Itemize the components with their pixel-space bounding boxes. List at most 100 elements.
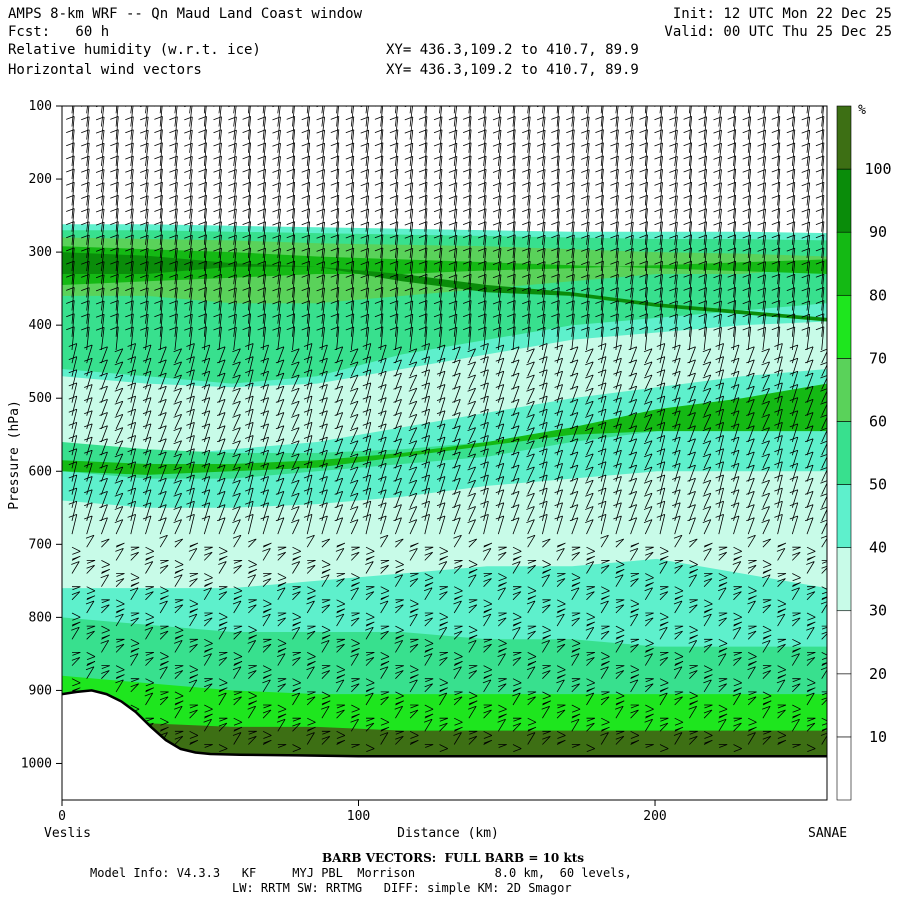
wind-barb-1273 — [439, 744, 448, 752]
wind-barb-874 — [321, 640, 330, 653]
wind-barb-899 — [330, 313, 340, 337]
wind-barb-1349 — [467, 440, 476, 456]
wind-barb-1629 — [551, 247, 560, 272]
wind-barb-492 — [213, 116, 222, 140]
wind-barb-1243 — [433, 326, 443, 351]
wind-barb-551 — [228, 248, 237, 272]
wind-barb-1941 — [643, 492, 653, 508]
wind-barb-1907 — [630, 704, 640, 709]
wind-barb-62 — [81, 260, 90, 285]
wind-barb-1679 — [566, 260, 575, 285]
init-time: Init: 12 UTC Mon 22 Dec 25 — [672, 6, 892, 22]
wind-barb-22 — [68, 382, 78, 403]
wind-barb-2161 — [713, 156, 722, 180]
colorbar-label-90: 90 — [869, 223, 887, 241]
wind-barb-1787 — [597, 395, 607, 416]
wind-barb-814 — [303, 487, 313, 508]
wind-barb-766 — [291, 506, 300, 522]
wind-barb-883 — [330, 106, 339, 127]
wind-barb-2530 — [820, 506, 827, 522]
wind-barb-2380 — [774, 461, 783, 482]
wind-barb-2070 — [683, 247, 692, 272]
wind-barb-26 — [68, 435, 78, 456]
wind-barb-564 — [232, 427, 241, 443]
wind-barb-959 — [349, 466, 359, 482]
wind-barb-1427 — [492, 169, 502, 193]
wind-barb-817 — [306, 534, 315, 548]
wind-barb-2403 — [786, 116, 796, 140]
wind-barb-2046 — [674, 595, 684, 601]
wind-barb-2126 — [702, 348, 712, 364]
wind-barb-2138 — [702, 506, 712, 522]
wind-barb-839 — [316, 169, 325, 193]
wind-barb-2081 — [687, 399, 696, 416]
wind-barb-999 — [362, 343, 372, 364]
wind-barb-1507 — [512, 591, 522, 601]
wind-barb-135 — [101, 599, 110, 604]
wind-barb-345 — [169, 116, 178, 140]
wind-barb-1303 — [452, 477, 461, 495]
wind-barb-368 — [173, 427, 182, 443]
wind-barb-1602 — [542, 560, 551, 568]
wind-barb-1764 — [600, 106, 603, 114]
wind-barb-894 — [330, 247, 340, 272]
wind-barb-1798 — [601, 560, 610, 564]
wind-barb-822 — [306, 600, 315, 614]
wind-barb-221 — [127, 422, 136, 443]
wind-barb-1744 — [585, 479, 594, 495]
wind-barb-1075 — [380, 717, 390, 726]
wind-barb-120 — [99, 385, 108, 403]
wind-barb-643 — [257, 168, 266, 193]
wind-barb-1816 — [610, 129, 619, 153]
wind-barb-936 — [345, 155, 355, 180]
forecast-hour: Fcst: 60 h — [8, 24, 110, 40]
wind-barb-2347 — [762, 691, 772, 700]
wind-barb-1747 — [585, 519, 594, 535]
wind-barb-1666 — [571, 106, 573, 114]
wind-barb-21 — [68, 369, 78, 390]
wind-barb-689 — [272, 129, 281, 153]
wind-barb-1601 — [542, 538, 551, 548]
wind-barb-371 — [173, 466, 182, 482]
y-tick-label-800: 800 — [29, 610, 52, 625]
wind-barb-1754 — [586, 621, 595, 627]
wind-barb-744 — [286, 208, 296, 232]
wind-barb-2449 — [792, 744, 801, 748]
wind-barb-576 — [233, 595, 243, 601]
wind-barb-1662 — [557, 704, 566, 709]
wind-barb-1540 — [526, 374, 535, 390]
wind-barb-1700 — [571, 551, 580, 561]
wind-barb-256 — [140, 234, 149, 258]
wind-barb-2405 — [786, 142, 796, 166]
wind-barb-1665 — [556, 739, 566, 745]
wind-barb-2470 — [804, 359, 814, 377]
wind-barb-892 — [330, 221, 340, 245]
wind-barb-2268 — [742, 274, 752, 298]
wind-barb-724 — [277, 612, 287, 617]
wind-barb-182 — [116, 573, 125, 577]
wind-barb-130 — [99, 517, 108, 535]
wind-barb-1818 — [610, 155, 619, 180]
wind-barb-2108 — [698, 106, 707, 127]
wind-barb-2210 — [727, 155, 737, 180]
wind-barb-2286 — [746, 517, 755, 535]
wind-barb-478 — [203, 587, 212, 601]
wind-barb-141 — [101, 670, 110, 679]
wind-barb-932 — [345, 106, 354, 127]
wind-barb-1668 — [566, 116, 575, 140]
wind-barb-58 — [81, 208, 90, 232]
wind-barb-1156 — [408, 479, 418, 495]
wind-barb-1104 — [393, 438, 402, 456]
wind-barb-237 — [130, 647, 140, 653]
wind-barb-831 — [307, 726, 316, 732]
wind-barb-262 — [140, 313, 149, 337]
wind-barb-2517 — [815, 326, 825, 351]
wind-barb-1406 — [482, 548, 492, 561]
wind-barb-806 — [303, 382, 313, 403]
wind-barb-1735 — [585, 361, 594, 377]
wind-barb-920 — [336, 608, 346, 614]
wind-barb-588 — [248, 106, 250, 114]
wind-barb-323 — [158, 477, 167, 495]
wind-barb-169 — [114, 387, 124, 403]
wind-barb-1008 — [362, 461, 372, 482]
